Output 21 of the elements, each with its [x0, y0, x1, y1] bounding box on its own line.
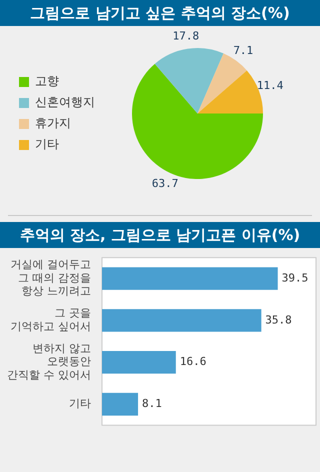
data-label: 11.4 — [256, 79, 284, 92]
legend-label: 휴가지 — [35, 116, 71, 130]
bar — [102, 392, 138, 416]
chart-title: 그림으로 남기고 싶은 추억의 장소(%) — [0, 0, 320, 26]
data-label: 63.7 — [152, 176, 178, 190]
bar — [102, 267, 278, 290]
data-label: 17.8 — [172, 30, 200, 43]
data-label: 8.1 — [142, 397, 162, 410]
y-tick-label: 그 곳을 기억하고 싶어서 — [10, 306, 91, 333]
chart-title: 추억의 장소, 그림으로 남기고픈 이유(%) — [0, 222, 320, 248]
y-tick-label: 기타 — [68, 397, 91, 410]
legend-label: 고향 — [35, 74, 59, 88]
data-label: 35.8 — [265, 313, 292, 326]
y-tick-label: 변하지 않고 오랫동안 간직할 수 있어서 — [6, 342, 91, 382]
legend-label: 신혼여행지 — [35, 95, 95, 110]
data-label: 16.6 — [180, 355, 206, 368]
bar — [102, 309, 262, 332]
data-label: 7.1 — [233, 44, 254, 57]
bar — [102, 351, 176, 374]
data-label: 39.5 — [282, 271, 308, 284]
y-tick-label: 거실에 걸어두고 그 때의 감정을 항상 느끼려고 — [10, 258, 91, 298]
